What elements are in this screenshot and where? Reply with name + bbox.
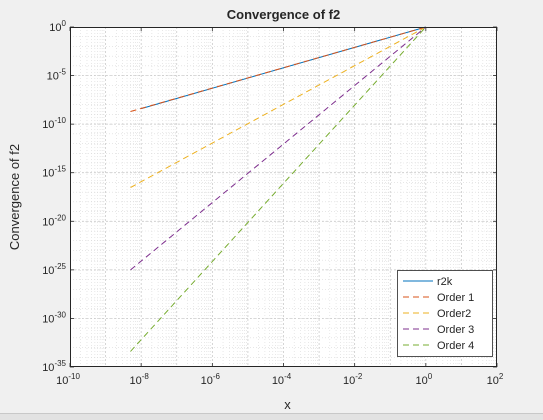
x-tick-exponent: -10 [68,372,80,381]
legend-label: Order 4 [437,340,474,352]
x-tick-exponent: 2 [499,372,504,381]
x-tick-base: 10 [56,375,68,387]
y-tick-base: 10 [42,362,54,374]
y-tick-base: 10 [42,216,54,228]
y-tick-label: 10-20 [42,213,66,228]
window-bottom-strip [0,413,543,420]
major-grid [70,27,497,367]
y-tick-exponent: -35 [54,359,66,368]
x-tick-base: 10 [201,375,213,387]
y-tick-exponent: -10 [54,116,66,125]
y-tick-exponent: -20 [54,213,66,222]
x-tick-label: 10-8 [129,372,149,387]
y-tick-exponent: 0 [62,19,67,28]
y-tick-label: 10-15 [42,165,66,180]
x-tick-exponent: 0 [428,372,433,381]
series-group [130,26,427,352]
y-tick-base: 10 [42,119,54,131]
x-tick-base: 10 [343,375,355,387]
legend-label: r2k [437,276,453,288]
x-tick-label: 102 [487,372,504,387]
legend-label: Order 1 [437,292,474,304]
y-tick-label: 10-5 [47,68,67,83]
x-tick-base: 10 [272,375,284,387]
x-tick-exponent: -8 [142,372,150,381]
series-line-order-1 [130,26,426,112]
y-tick-base: 10 [49,22,61,34]
legend-label: Order 3 [437,324,474,336]
x-tick-label: 100 [415,372,432,387]
y-tick-base: 10 [42,168,54,180]
x-tick-exponent: -6 [213,372,221,381]
ticks [69,26,498,368]
y-tick-exponent: -30 [54,310,66,319]
y-tick-base: 10 [42,313,54,325]
legend-label: Order2 [437,308,471,320]
x-axis-label: x [284,397,291,412]
y-tick-label: 10-10 [42,116,66,131]
x-tick-exponent: -2 [355,372,363,381]
x-tick-exponent: -4 [284,372,292,381]
x-tick-label: 10-6 [201,372,221,387]
y-tick-exponent: -25 [54,262,66,271]
y-tick-exponent: -5 [59,68,67,77]
series-line-order-3 [130,26,427,271]
x-tick-label: 10-10 [56,372,80,387]
y-axis-label: Convergence of f2 [7,144,22,250]
x-tick-base: 10 [129,375,141,387]
y-tick-label: 10-25 [42,262,66,277]
x-tick-label: 10-4 [272,372,292,387]
chart-title: Convergence of f2 [227,7,340,22]
series-line-order2 [130,26,427,188]
x-tick-label: 10-2 [343,372,363,387]
y-tick-label: 10-30 [42,310,66,325]
legend: r2k Order 1 Order2 Order 3 Order 4 [397,270,493,357]
y-tick-label: 100 [49,19,66,34]
y-tick-base: 10 [47,71,59,83]
y-tick-label: 10-35 [42,359,66,374]
x-tick-base: 10 [415,375,427,387]
x-tick-base: 10 [487,375,499,387]
x-tick-labels: 10-10 10-8 10-6 10-4 10-2 100 102 [56,372,504,387]
series-line-order-4 [130,26,427,352]
y-tick-exponent: -15 [54,165,66,174]
y-tick-base: 10 [42,265,54,277]
